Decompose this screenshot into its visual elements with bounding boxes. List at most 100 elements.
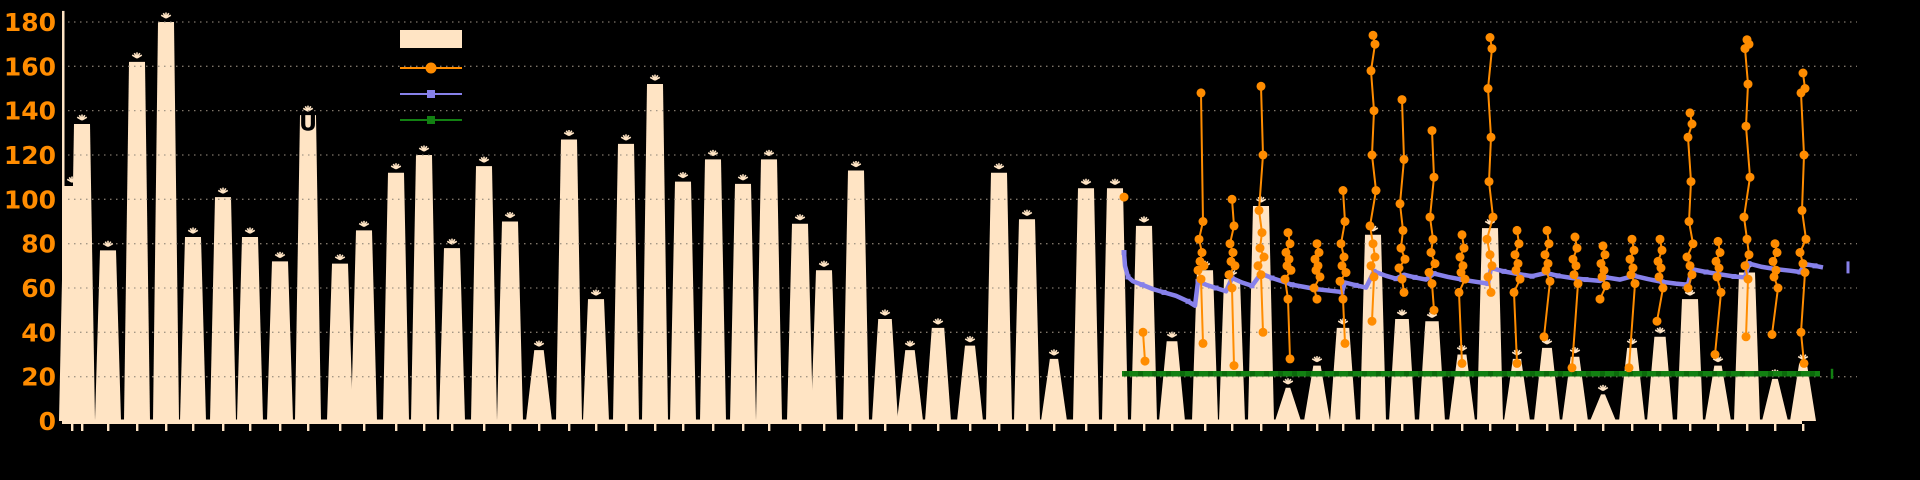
orange-circle-marker — [1454, 287, 1464, 297]
x-tick — [1717, 424, 1720, 431]
orange-circle-marker — [1198, 217, 1208, 226]
orange-circle-marker — [1430, 259, 1440, 269]
orange-circle-marker — [1798, 259, 1808, 269]
x-tick — [107, 424, 110, 431]
green-square-marker — [1810, 371, 1815, 377]
peak-bar — [295, 115, 321, 421]
orange-circle-marker — [1341, 268, 1351, 277]
green-square-marker — [1656, 371, 1661, 377]
orange-circle-marker — [1368, 30, 1378, 40]
orange-circle-marker — [1541, 265, 1551, 275]
star-cap-marker — [1626, 338, 1638, 345]
x-tick — [136, 424, 139, 431]
green-square-marker — [1474, 371, 1479, 377]
x-tick — [568, 424, 571, 431]
purple-square-marker — [1371, 268, 1377, 274]
star-cap-marker — [794, 214, 806, 221]
orange-circle-marker — [1281, 248, 1291, 257]
x-tick — [538, 424, 541, 431]
orange-circle-marker — [1625, 254, 1635, 264]
orange-circle-marker — [1455, 252, 1465, 262]
orange-circle-marker — [1457, 358, 1467, 368]
orange-circle-marker — [1371, 186, 1381, 195]
orange-circle-marker — [1510, 250, 1520, 260]
orange-circle-marker — [1366, 261, 1376, 271]
star-cap-marker — [649, 74, 661, 81]
peak-bar — [526, 350, 552, 421]
orange-circle-marker — [1683, 283, 1693, 293]
orange-circle-marker — [1740, 44, 1750, 54]
orange-circle-marker — [1230, 261, 1240, 271]
legend — [400, 30, 462, 124]
star-cap-marker — [677, 172, 689, 179]
orange-circle-marker — [1311, 265, 1321, 275]
peak-bar — [642, 84, 668, 422]
star-cap-marker — [1080, 178, 1092, 185]
orange-circle-marker — [1366, 66, 1376, 76]
orange-circle-marker — [1193, 265, 1203, 275]
star-cap-marker — [390, 163, 402, 170]
green-square-marker — [1796, 371, 1801, 377]
peak-bar — [670, 181, 696, 421]
x-tick — [1143, 424, 1146, 431]
y-axis-labels: 0 20 40 60 80 100 120 140 160 180 — [4, 8, 56, 436]
peak-bar — [1790, 363, 1816, 421]
x-tick — [1774, 424, 1777, 431]
peak-bar — [1389, 319, 1415, 421]
x-tick — [423, 424, 426, 431]
y-tick-label: 20 — [21, 363, 56, 392]
orange-circle-marker — [1370, 39, 1380, 49]
peak-bar — [411, 154, 437, 421]
star-cap-marker — [904, 340, 916, 347]
x-tick — [1802, 424, 1805, 431]
purple-square-marker — [1412, 274, 1418, 280]
orange-circle-marker — [1483, 272, 1493, 282]
peak-bar — [730, 183, 756, 421]
orange-circle-marker — [1512, 225, 1522, 235]
green-square-marker — [1418, 371, 1423, 377]
orange-circle-marker — [1539, 332, 1549, 342]
orange-circle-marker — [1598, 241, 1608, 251]
peak-bar — [237, 237, 263, 421]
orange-circle-marker — [1429, 305, 1439, 315]
green-square-marker — [1628, 371, 1633, 377]
orange-circle-marker — [1688, 239, 1698, 249]
x-tick — [222, 424, 225, 431]
orange-circle-marker — [1140, 356, 1150, 366]
orange-circle-marker — [1285, 239, 1295, 249]
star-cap-marker — [533, 340, 545, 347]
orange-circle-marker — [1626, 270, 1636, 280]
peak-bar — [811, 270, 837, 421]
orange-circle-marker — [1225, 239, 1235, 249]
orange-circle-marker — [1227, 283, 1237, 293]
peak-bar — [1762, 378, 1788, 421]
x-tick — [1053, 424, 1056, 431]
star-cap-marker — [76, 114, 88, 121]
orange-circle-marker — [1796, 88, 1806, 98]
orange-circle-marker — [1797, 205, 1807, 215]
orange-circle-marker — [1567, 363, 1577, 373]
peak-bar — [986, 172, 1012, 421]
orange-circle-marker — [1714, 263, 1724, 273]
star-cap-marker — [187, 227, 199, 234]
purple-square-marker — [1121, 250, 1127, 256]
x-tick — [937, 424, 940, 431]
orange-circle-marker — [1514, 239, 1524, 249]
orange-circle-marker — [1254, 205, 1264, 215]
star-cap-marker — [707, 149, 719, 157]
orange-spike-line — [1685, 112, 1695, 289]
orange-circle-marker — [1258, 150, 1268, 160]
orange-circle-marker — [1258, 327, 1268, 337]
orange-circle-marker — [1197, 248, 1207, 257]
orange-circle-marker — [1398, 225, 1408, 235]
orange-circle-marker — [1340, 217, 1350, 226]
orange-circle-marker — [1227, 194, 1237, 204]
orange-circle-marker — [1338, 186, 1348, 195]
x-tick — [969, 424, 972, 431]
green-square-marker — [1208, 371, 1213, 377]
orange-circle-marker — [1429, 172, 1439, 182]
purple-square-marker — [1249, 283, 1255, 289]
green-square-marker — [1264, 371, 1269, 377]
star-cap-marker — [737, 174, 749, 181]
